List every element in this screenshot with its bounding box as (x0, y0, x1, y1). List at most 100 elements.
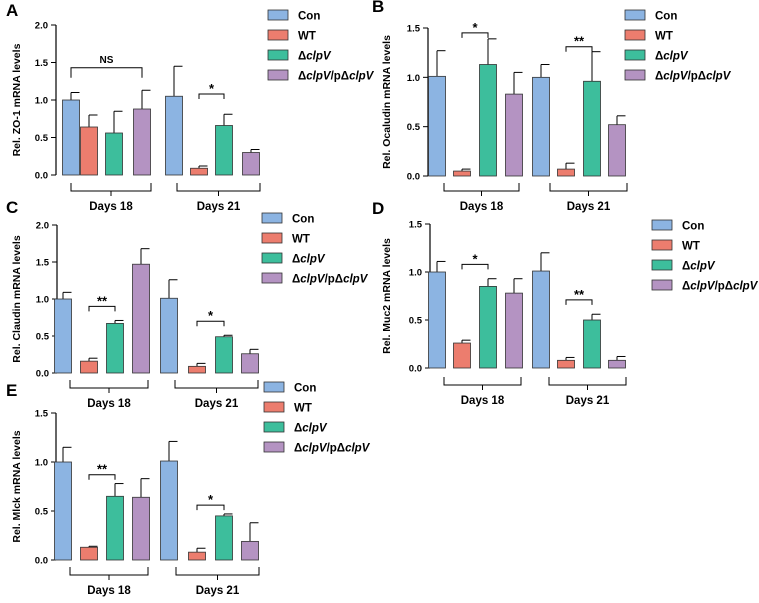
y-tick-label: 0.5 (35, 133, 49, 144)
significance-bracket (88, 474, 116, 480)
legend-swatch-comp (651, 279, 673, 291)
bar-comp (505, 292, 523, 369)
bar-con (160, 460, 178, 561)
legend-swatch-dclpv (263, 421, 285, 433)
legend-swatch-con (267, 9, 289, 21)
y-tick-label: 0.0 (407, 172, 420, 183)
legend-label-comp: ΔclpV/pΔclpV (655, 71, 732, 83)
group-label: Days 18 (87, 585, 131, 597)
bar-con (428, 75, 446, 177)
y-tick-label: 0.0 (35, 171, 48, 182)
group-label: Days 18 (461, 395, 505, 407)
legend-label-wt: WT (298, 31, 316, 43)
significance-label: * (472, 20, 478, 35)
significance-bracket (565, 299, 593, 305)
bar-dclpv (583, 80, 601, 177)
bar-dclpv (215, 515, 233, 561)
bar-wt (453, 170, 471, 177)
significance-bracket (196, 504, 225, 511)
legend-swatch-comp (624, 69, 646, 81)
group-bracket (443, 183, 520, 192)
legend-label-dclpv: ΔclpV (298, 51, 332, 63)
bar-dclpv (105, 132, 123, 176)
group-bracket (548, 377, 627, 386)
bar-con (165, 95, 183, 176)
y-tick-label: 1.5 (35, 409, 49, 420)
bar-wt (188, 551, 206, 561)
legend-label-wt: WT (655, 31, 673, 43)
legend: Con WT ΔclpV ΔclpV/pΔclpV (263, 381, 371, 455)
chart-panel-A: A 0.0 0.5 1.0 1.5 2.0 Rel. ZO-1 mRNA levels Day… (6, 1, 375, 213)
legend-swatch-con (624, 9, 646, 21)
legend-label-con: Con (292, 214, 314, 226)
bar-con (160, 297, 178, 374)
chart-panel-B: B 0.0 0.5 1.0 1.5 Rel. Ocaludin mRNA levels Da… (372, 0, 732, 213)
group-label: Days 21 (197, 201, 241, 213)
legend-swatch-comp (267, 69, 289, 81)
y-axis-label: Rel. Mlck mRNA levels (11, 430, 23, 542)
legend-swatch-comp (261, 272, 283, 284)
bar-con (54, 298, 72, 374)
group-label: Days 21 (195, 398, 239, 410)
bar-wt (557, 359, 575, 369)
significance-label: ** (574, 287, 585, 302)
significance-label: * (209, 81, 215, 96)
legend-label-con: Con (682, 221, 704, 233)
y-tick-label: 1.0 (36, 295, 49, 306)
panel-letter: B (372, 0, 384, 16)
group-bracket (176, 183, 261, 192)
bar-dclpv (106, 323, 124, 374)
y-tick-label: 1.0 (407, 73, 420, 84)
bar-con (532, 270, 550, 369)
y-tick-label: 1.5 (407, 24, 421, 35)
significance-bracket (198, 93, 225, 99)
bar-dclpv (479, 64, 497, 177)
group-bracket (70, 183, 152, 192)
chart-panel-E: E 0.0 0.5 1.0 1.5 Rel. Mlck mRNA levels Days 1… (6, 381, 371, 597)
y-tick-label: 2.0 (36, 221, 49, 232)
legend-swatch-dclpv (261, 252, 283, 264)
bar-con (532, 76, 550, 177)
legend-swatch-con (651, 219, 673, 231)
legend-swatch-con (261, 212, 283, 224)
group-bracket (69, 380, 149, 389)
bar-comp (608, 124, 626, 177)
panel-letter: A (6, 1, 18, 20)
legend-swatch-dclpv (267, 49, 289, 61)
legend: Con WT ΔclpV ΔclpV/pΔclpV (651, 219, 759, 293)
legend: Con WT ΔclpV ΔclpV/pΔclpV (261, 212, 369, 286)
y-tick-label: 0.5 (407, 122, 421, 133)
significance-bracket (70, 67, 143, 78)
bar-dclpv (215, 125, 233, 176)
significance-label: * (208, 492, 214, 507)
legend-swatch-wt (263, 401, 285, 413)
bar-wt (453, 342, 471, 369)
bar-dclpv (583, 319, 601, 369)
legend-swatch-wt (267, 29, 289, 41)
legend-label-con: Con (298, 11, 320, 23)
bar-dclpv (106, 495, 124, 561)
y-tick-label: 2.0 (35, 21, 48, 32)
bar-comp (133, 108, 151, 176)
bar-wt (557, 168, 575, 177)
bar-wt (190, 167, 208, 176)
y-tick-label: 0.5 (35, 507, 49, 518)
y-tick-label: 1.0 (409, 268, 422, 279)
bar-comp (608, 359, 626, 369)
group-label: Days 18 (87, 398, 131, 410)
group-bracket (69, 567, 149, 576)
legend-swatch-dclpv (651, 259, 673, 271)
legend-label-dclpv: ΔclpV (682, 261, 716, 273)
bar-comp (242, 152, 260, 176)
legend-swatch-wt (651, 239, 673, 251)
y-tick-label: 0.0 (35, 556, 48, 567)
y-tick-label: 1.5 (35, 58, 49, 69)
legend-swatch-wt (261, 232, 283, 244)
bar-con (54, 461, 72, 561)
legend: Con WT ΔclpV ΔclpV/pΔclpV (267, 9, 375, 83)
legend-label-comp: ΔclpV/pΔclpV (294, 443, 371, 455)
significance-bracket (196, 320, 225, 327)
legend-label-wt: WT (682, 241, 700, 253)
legend-label-wt: WT (294, 403, 312, 415)
